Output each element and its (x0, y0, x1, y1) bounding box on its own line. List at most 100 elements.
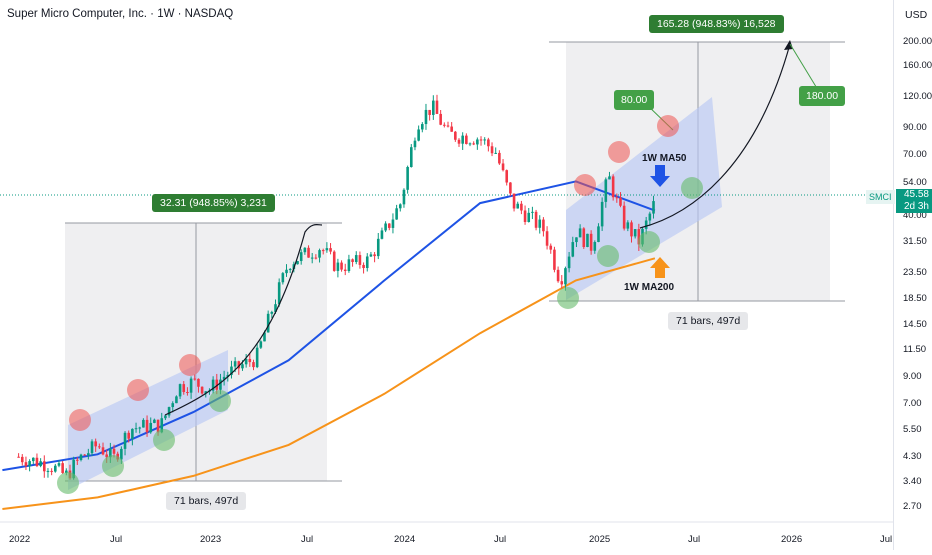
candle-body (553, 249, 556, 270)
candle-body (340, 262, 343, 270)
candle-body (483, 139, 486, 141)
candle-body (479, 139, 483, 141)
price-tick-label: 3.40 (903, 476, 922, 488)
candle-body (468, 143, 472, 145)
measure-label-right[interactable]: 165.28 (948.83%) 16,528 (649, 15, 784, 33)
support-marker (557, 287, 579, 309)
resistance-marker (69, 409, 91, 431)
candle-body (109, 448, 112, 458)
symbol-badge: SMCI (866, 190, 895, 204)
candle-body (490, 146, 494, 154)
candle-body (347, 259, 351, 271)
candle-body (98, 446, 101, 448)
ma50-arrow-icon (650, 165, 670, 187)
resistance-marker (127, 379, 149, 401)
price-tick-label: 70.00 (903, 149, 927, 161)
candle-body (54, 465, 57, 472)
candle-body (567, 256, 571, 269)
candle-body (230, 366, 233, 375)
candle-body (487, 139, 490, 147)
candle-body (615, 197, 619, 199)
target-label-180[interactable]: 180.00 (799, 86, 846, 106)
candle-body (160, 418, 164, 433)
resistance-marker (608, 141, 630, 163)
candle-body (343, 269, 347, 271)
candle-body (83, 454, 86, 456)
candle-body (142, 419, 145, 428)
candle-body (421, 124, 424, 130)
candle-body (101, 447, 105, 455)
candle-body (17, 456, 20, 458)
candle-body (57, 463, 61, 466)
target-label-80[interactable]: 80.00 (614, 90, 655, 110)
candle-body (145, 419, 149, 433)
candle-body (432, 100, 435, 115)
candle-body (501, 163, 505, 171)
support-marker (681, 177, 703, 199)
candle-body (211, 379, 215, 391)
candle-body (630, 222, 633, 237)
candle-body (90, 441, 94, 454)
support-marker (102, 455, 124, 477)
price-tick-label: 31.50 (903, 235, 927, 247)
price-tick-label: 54.00 (903, 177, 927, 189)
candle-body (175, 396, 178, 404)
candle-body (255, 347, 259, 368)
candle-body (46, 470, 50, 472)
candle-body (105, 454, 108, 458)
candle-body (498, 152, 501, 164)
candle-body (307, 247, 310, 258)
candle-body (589, 233, 593, 251)
candle-body (365, 256, 369, 269)
time-tick-label: Jul (494, 534, 507, 545)
candle-body (153, 419, 156, 423)
candle-body (61, 463, 64, 473)
candle-body (597, 226, 600, 242)
candle-body (112, 448, 116, 454)
support-marker (597, 245, 619, 267)
price-axis[interactable] (893, 0, 932, 550)
candle-body (604, 179, 608, 202)
candle-body (622, 205, 626, 229)
candle-body (79, 454, 83, 460)
candle-body (189, 378, 193, 393)
price-tick-label: 4.30 (903, 450, 922, 462)
candle-body (270, 311, 274, 314)
candle-body (42, 461, 46, 472)
candle-body (325, 248, 329, 251)
bars-label-right[interactable]: 71 bars, 497d (668, 312, 749, 330)
candle-body (527, 212, 531, 223)
candle-body (281, 273, 285, 283)
candle-body (582, 228, 586, 248)
candle-body (72, 459, 75, 479)
candle-body (87, 453, 90, 456)
measure-label-left[interactable]: 32.31 (948.85%) 3,231 (152, 194, 275, 212)
time-tick-label: 2023 (200, 534, 222, 545)
candle-body (443, 124, 446, 126)
candle-body (186, 391, 189, 393)
candle-body (644, 220, 648, 229)
price-tick-label: 11.50 (903, 344, 927, 356)
projection-curve-left (164, 223, 323, 416)
candle-body (417, 129, 420, 141)
candle-body (24, 462, 28, 467)
currency-label: USD (905, 9, 928, 21)
candle-body (391, 219, 395, 228)
candle-body (215, 379, 219, 390)
time-tick-label: Jul (110, 534, 123, 545)
candle-body (549, 245, 553, 250)
candle-body (402, 189, 406, 205)
last-price: 45.58 (903, 189, 929, 200)
candle-body (318, 250, 321, 258)
price-tick-label: 120.00 (903, 91, 932, 103)
candle-body (285, 269, 288, 274)
candle-body (248, 358, 252, 363)
price-tick-label: 200.00 (903, 36, 932, 47)
support-marker (209, 390, 231, 412)
ma200-arrow-icon (650, 257, 670, 278)
candle-body (362, 264, 365, 269)
bars-label-left[interactable]: 71 bars, 497d (166, 492, 247, 510)
candle-body (321, 250, 325, 252)
